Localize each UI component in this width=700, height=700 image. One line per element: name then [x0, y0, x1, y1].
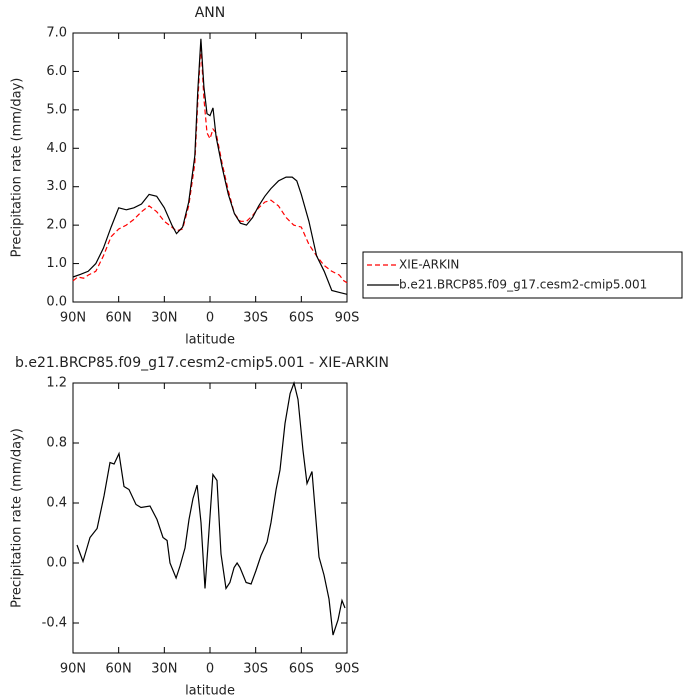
- x-tick-label: 30S: [243, 662, 268, 677]
- x-tick-label: 90S: [335, 311, 360, 326]
- y-axis-label: Precipitation rate (mm/day): [10, 78, 25, 258]
- plot-frame: [72, 32, 348, 303]
- x-tick-label: 90S: [335, 662, 360, 677]
- x-tick-label: 60N: [106, 662, 132, 677]
- x-tick-label: 30N: [151, 662, 177, 677]
- y-tick-label: 4.0: [46, 141, 67, 156]
- data-line: [72, 38, 348, 295]
- y-tick-label: 3.0: [46, 179, 67, 194]
- x-tick-label: 30S: [243, 311, 268, 326]
- y-tick-label: 6.0: [46, 64, 67, 79]
- y-axis-label: Precipitation rate (mm/day): [10, 428, 25, 608]
- chart-title: b.e21.BRCP85.f09_g17.cesm2-cmip5.001 - X…: [15, 355, 389, 371]
- y-tick-label: 0.0: [46, 556, 67, 571]
- y-tick-label: 1.2: [46, 376, 67, 391]
- x-tick-label: 0: [206, 311, 214, 326]
- y-tick-label: -0.4: [42, 616, 67, 631]
- y-tick-label: 1.0: [46, 256, 67, 271]
- x-tick-label: 0: [206, 662, 214, 677]
- x-axis-label: latitude: [185, 333, 235, 348]
- x-tick-label: 90N: [60, 662, 86, 677]
- legend-label: XIE-ARKIN: [399, 258, 459, 272]
- y-tick-label: 0.4: [46, 496, 67, 511]
- y-tick-label: 5.0: [46, 102, 67, 117]
- y-tick-label: 2.0: [46, 218, 67, 233]
- x-tick-label: 60S: [289, 311, 314, 326]
- chart-title: ANN: [195, 5, 226, 21]
- data-line: [76, 380, 346, 636]
- legend-box: [362, 251, 683, 299]
- x-axis-label: latitude: [185, 684, 235, 699]
- y-tick-label: 0.0: [46, 295, 67, 310]
- data-line: [72, 44, 348, 284]
- x-tick-label: 30N: [151, 311, 177, 326]
- y-tick-label: 0.8: [46, 436, 67, 451]
- legend-label: b.e21.BRCP85.f09_g17.cesm2-cmip5.001: [399, 278, 647, 292]
- y-tick-label: 7.0: [46, 26, 67, 41]
- x-tick-label: 60N: [106, 311, 132, 326]
- x-tick-label: 60S: [289, 662, 314, 677]
- x-tick-label: 90N: [60, 311, 86, 326]
